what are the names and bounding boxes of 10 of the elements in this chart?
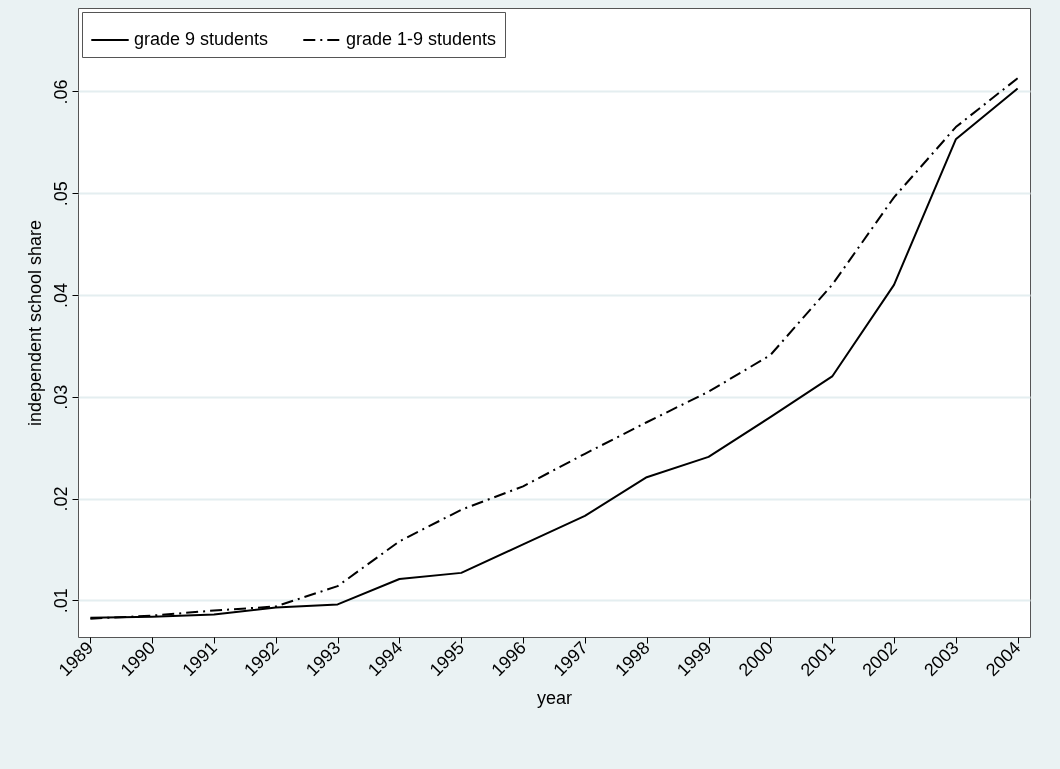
y-tick-label: .04 [50,283,71,309]
y-axis-title: independent school share [24,219,45,427]
y-tick-label: .05 [50,181,71,207]
y-tick-label: .02 [50,486,71,512]
legend-label: grade 9 students [134,29,269,49]
legend-label: grade 1-9 students [346,29,497,49]
y-tick-label: .03 [50,384,71,410]
y-tick-label: .06 [50,79,71,105]
y-tick-label: .01 [50,588,71,614]
x-axis-title: year [536,688,573,709]
